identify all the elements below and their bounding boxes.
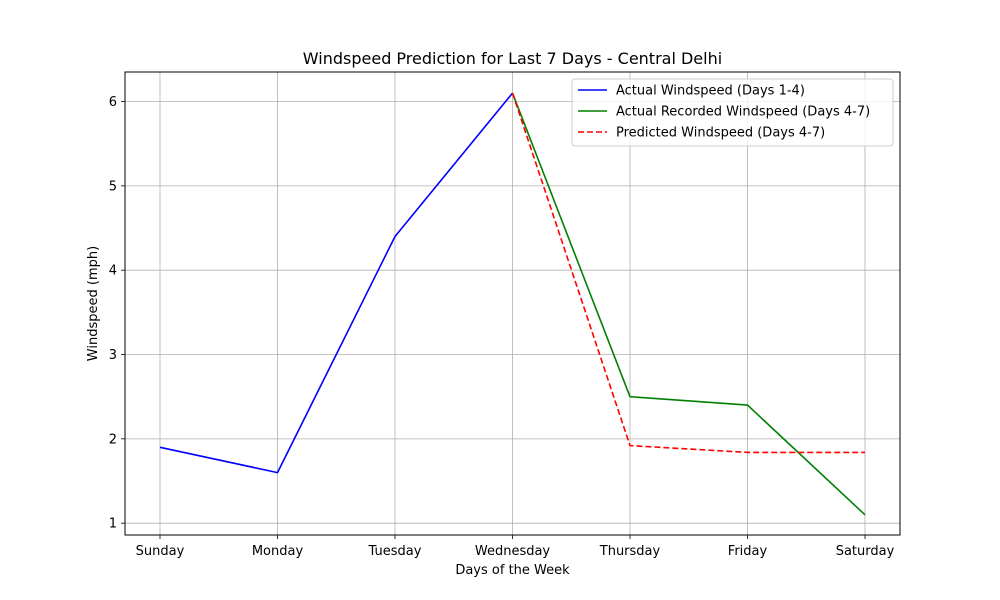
legend-items: Actual Windspeed (Days 1-4) Actual Record… [578,84,870,141]
tick-layer: Sunday Monday Tuesday Wednesday Thursday Frid… [109,95,895,559]
grid-layer [125,72,900,535]
series-layer [159,92,866,516]
x-tick-label: Sunday [136,544,185,559]
y-tick-label: 1 [109,517,117,532]
x-tick-label: Tuesday [368,544,422,559]
legend-label: Predicted Windspeed (Days 4-7) [616,126,825,141]
chart-title: Windspeed Prediction for Last 7 Days - C… [303,49,722,68]
series-line-3 [511,92,865,454]
x-tick-label: Thursday [599,544,661,559]
y-tick-label: 5 [109,179,117,194]
series-line-1 [159,92,514,474]
y-axis-label: Windspeed (mph) [86,246,101,361]
y-tick-label: 2 [109,432,117,447]
y-tick-label: 3 [109,348,117,363]
y-tick-label: 6 [109,95,117,110]
x-axis-label: Days of the Week [455,563,570,578]
x-tick-label: Monday [252,544,304,559]
x-tick-label: Friday [728,544,768,559]
x-tick-label: Saturday [836,544,895,559]
series-line-2 [511,92,866,516]
x-tick-label: Wednesday [475,544,551,559]
y-tick-label: 4 [109,264,117,279]
legend-label: Actual Recorded Windspeed (Days 4-7) [616,105,870,120]
legend-box [571,78,894,147]
legend-label: Actual Windspeed (Days 1-4) [616,84,805,99]
legend: Actual Windspeed (Days 1-4) Actual Record… [571,78,894,147]
